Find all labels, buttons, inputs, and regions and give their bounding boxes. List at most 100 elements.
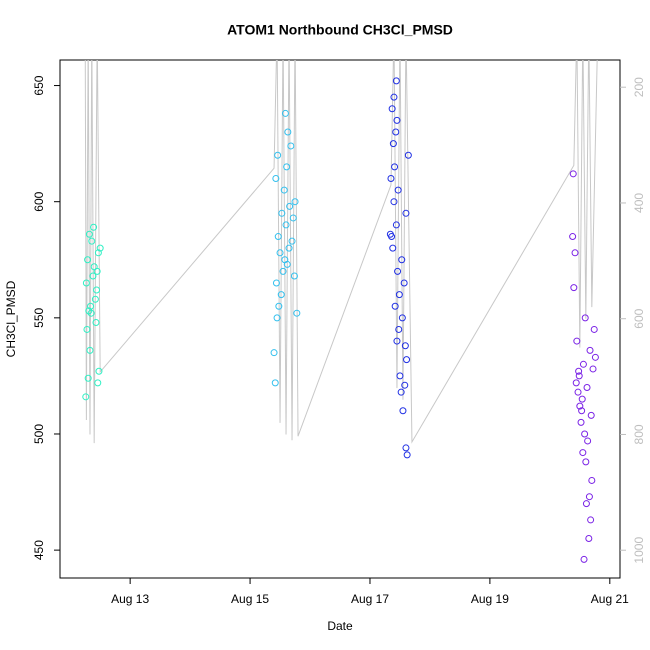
point: [398, 314, 406, 322]
point: [283, 163, 291, 171]
x-axis-label: Date: [327, 619, 353, 633]
chart-title: ATOM1 Northbound CH3Cl_PMSD: [227, 22, 453, 38]
point: [591, 353, 599, 361]
point: [86, 346, 94, 354]
x-tick-label: Aug 21: [591, 592, 629, 606]
point: [293, 309, 301, 317]
point: [87, 302, 95, 310]
point: [281, 109, 289, 117]
point: [394, 186, 402, 194]
point: [84, 374, 92, 382]
point: [581, 314, 589, 322]
point: [590, 325, 598, 333]
point: [581, 430, 589, 438]
point: [92, 318, 100, 326]
x-tick-label: Aug 15: [231, 592, 269, 606]
point: [271, 379, 279, 387]
point: [88, 237, 96, 245]
point: [394, 267, 402, 275]
point: [284, 128, 292, 136]
x-tick-label: Aug 17: [351, 592, 389, 606]
point: [285, 244, 293, 252]
point: [575, 367, 583, 375]
point: [273, 314, 281, 322]
point: [573, 337, 581, 345]
point: [577, 418, 585, 426]
point: [390, 93, 398, 101]
x-tick-label: Aug 19: [471, 592, 509, 606]
point: [290, 272, 298, 280]
point: [393, 116, 401, 124]
point: [392, 221, 400, 229]
point: [85, 307, 93, 315]
point: [84, 256, 92, 264]
point: [82, 279, 90, 287]
point: [94, 379, 102, 387]
point: [391, 302, 399, 310]
point: [392, 77, 400, 85]
point: [400, 279, 408, 287]
point: [392, 128, 400, 136]
point: [578, 395, 586, 403]
y2-tick-label: 200: [632, 77, 646, 97]
point: [279, 267, 287, 275]
point: [278, 209, 286, 217]
point: [89, 272, 97, 280]
point: [390, 198, 398, 206]
point: [579, 449, 587, 457]
point: [587, 516, 595, 524]
point: [402, 444, 410, 452]
point: [586, 346, 594, 354]
point: [82, 393, 90, 401]
point: [571, 249, 579, 257]
point: [575, 372, 583, 380]
point: [391, 163, 399, 171]
line-layer: [84, 60, 598, 444]
point: [582, 500, 590, 508]
point: [274, 233, 282, 241]
point: [398, 256, 406, 264]
point: [403, 356, 411, 364]
y-tick-label: 600: [32, 191, 46, 211]
point: [395, 325, 403, 333]
point: [403, 451, 411, 459]
point: [274, 151, 282, 159]
point: [576, 402, 584, 410]
point: [94, 249, 102, 257]
point: [396, 372, 404, 380]
point: [569, 233, 577, 241]
point: [91, 295, 99, 303]
point: [288, 237, 296, 245]
point: [402, 209, 410, 217]
y2-tick-label: 600: [632, 308, 646, 328]
x-tick-label: Aug 13: [111, 592, 149, 606]
point: [96, 244, 104, 252]
point: [570, 284, 578, 292]
point: [272, 279, 280, 287]
point: [93, 286, 101, 294]
point: [287, 142, 295, 150]
point: [270, 349, 278, 357]
point: [579, 360, 587, 368]
point: [281, 256, 289, 264]
line: [84, 60, 598, 444]
point: [90, 223, 98, 231]
point: [397, 388, 405, 396]
point: [85, 230, 93, 238]
y-axis-label: CH3Cl_PMSD: [4, 280, 18, 357]
point: [401, 381, 409, 389]
y-tick-label: 450: [32, 540, 46, 560]
point: [289, 214, 297, 222]
point: [395, 291, 403, 299]
point: [387, 174, 395, 182]
y2-tick-label: 800: [632, 424, 646, 444]
point: [389, 244, 397, 252]
point: [399, 407, 407, 415]
y-tick-label: 650: [32, 75, 46, 95]
y-tick-label: 550: [32, 308, 46, 328]
plot-frame: [59, 59, 621, 579]
point: [569, 170, 577, 178]
point: [280, 186, 288, 194]
point: [275, 302, 283, 310]
point: [83, 325, 91, 333]
